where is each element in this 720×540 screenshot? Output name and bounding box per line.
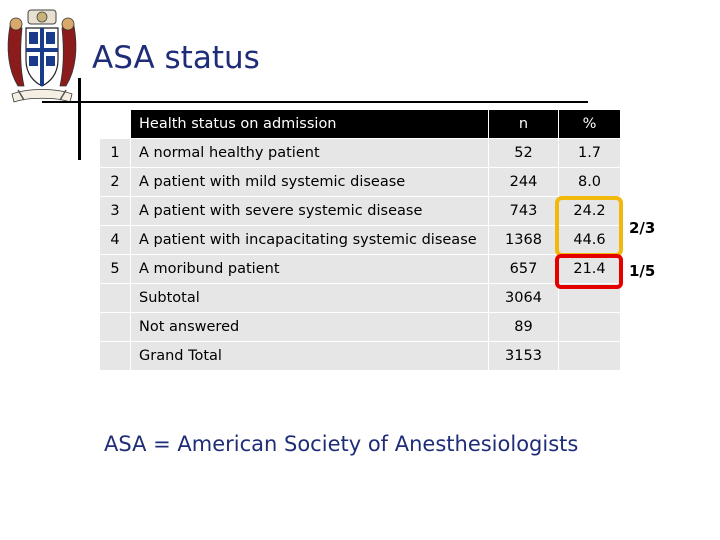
row-status: Subtotal xyxy=(131,284,488,312)
title-divider-vertical xyxy=(78,78,81,160)
row-n: 89 xyxy=(489,313,558,341)
row-status: A moribund patient xyxy=(131,255,488,283)
header-n: n xyxy=(489,110,558,138)
row-percent: 24.2 xyxy=(559,197,620,225)
row-index: 4 xyxy=(100,226,130,254)
row-n: 743 xyxy=(489,197,558,225)
row-percent xyxy=(559,342,620,370)
row-n: 244 xyxy=(489,168,558,196)
highlight-box-red xyxy=(555,254,623,289)
row-status: Not answered xyxy=(131,313,488,341)
row-n: 3064 xyxy=(489,284,558,312)
table-row: 1 A normal healthy patient 52 1.7 xyxy=(100,139,620,167)
row-index xyxy=(100,342,130,370)
annotation-two-thirds: 2/3 xyxy=(629,219,656,237)
title-divider-horizontal xyxy=(42,101,588,103)
table-row: Grand Total 3153 xyxy=(100,342,620,370)
row-percent: 1.7 xyxy=(559,139,620,167)
table-row: 2 A patient with mild systemic disease 2… xyxy=(100,168,620,196)
row-n: 3153 xyxy=(489,342,558,370)
table-header-row: Health status on admission n % xyxy=(100,110,620,138)
highlight-box-gold xyxy=(555,196,623,257)
asa-status-table: Health status on admission n % 1 A norma… xyxy=(100,110,620,372)
row-percent: 21.4 xyxy=(559,255,620,283)
row-status: A normal healthy patient xyxy=(131,139,488,167)
row-percent: 44.6 xyxy=(559,226,620,254)
footnote: ASA = American Society of Anesthesiologi… xyxy=(104,432,579,456)
header-percent: % xyxy=(559,110,620,138)
row-status: A patient with incapacitating systemic d… xyxy=(131,226,488,254)
row-status: A patient with mild systemic disease xyxy=(131,168,488,196)
row-index xyxy=(100,313,130,341)
header-health-status: Health status on admission xyxy=(131,110,488,138)
row-index: 2 xyxy=(100,168,130,196)
header-index xyxy=(100,110,130,138)
row-status: A patient with severe systemic disease xyxy=(131,197,488,225)
row-index: 1 xyxy=(100,139,130,167)
row-index: 5 xyxy=(100,255,130,283)
row-status: Grand Total xyxy=(131,342,488,370)
row-n: 52 xyxy=(489,139,558,167)
coat-of-arms-logo xyxy=(7,9,77,103)
annotation-one-fifth: 1/5 xyxy=(629,262,656,280)
table-row: Subtotal 3064 xyxy=(100,284,620,312)
row-n: 657 xyxy=(489,255,558,283)
row-index xyxy=(100,284,130,312)
row-n: 1368 xyxy=(489,226,558,254)
row-percent xyxy=(559,313,620,341)
table-row: 3 A patient with severe systemic disease… xyxy=(100,197,620,225)
table-row: Not answered 89 xyxy=(100,313,620,341)
row-percent: 8.0 xyxy=(559,168,620,196)
table-row: 4 A patient with incapacitating systemic… xyxy=(100,226,620,254)
table-row: 5 A moribund patient 657 21.4 xyxy=(100,255,620,283)
row-index: 3 xyxy=(100,197,130,225)
slide-title: ASA status xyxy=(92,40,260,76)
